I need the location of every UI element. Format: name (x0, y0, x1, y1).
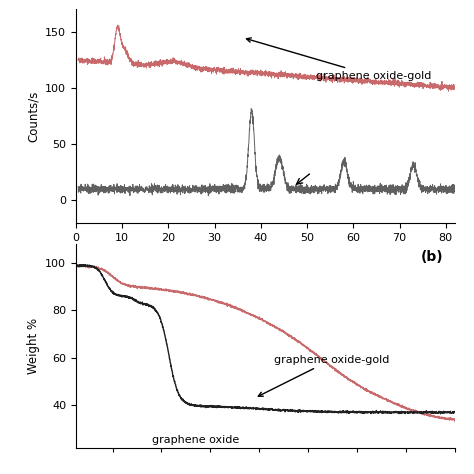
X-axis label: 2 Theta: 2 Theta (236, 248, 295, 262)
Y-axis label: Weight %: Weight % (27, 318, 39, 374)
Text: graphene oxide: graphene oxide (152, 435, 239, 445)
Text: (b): (b) (421, 250, 444, 264)
Y-axis label: Counts/s: Counts/s (27, 91, 39, 142)
Text: graphene oxide-gold: graphene oxide-gold (258, 355, 389, 396)
Text: graphene oxide-gold: graphene oxide-gold (246, 38, 432, 81)
